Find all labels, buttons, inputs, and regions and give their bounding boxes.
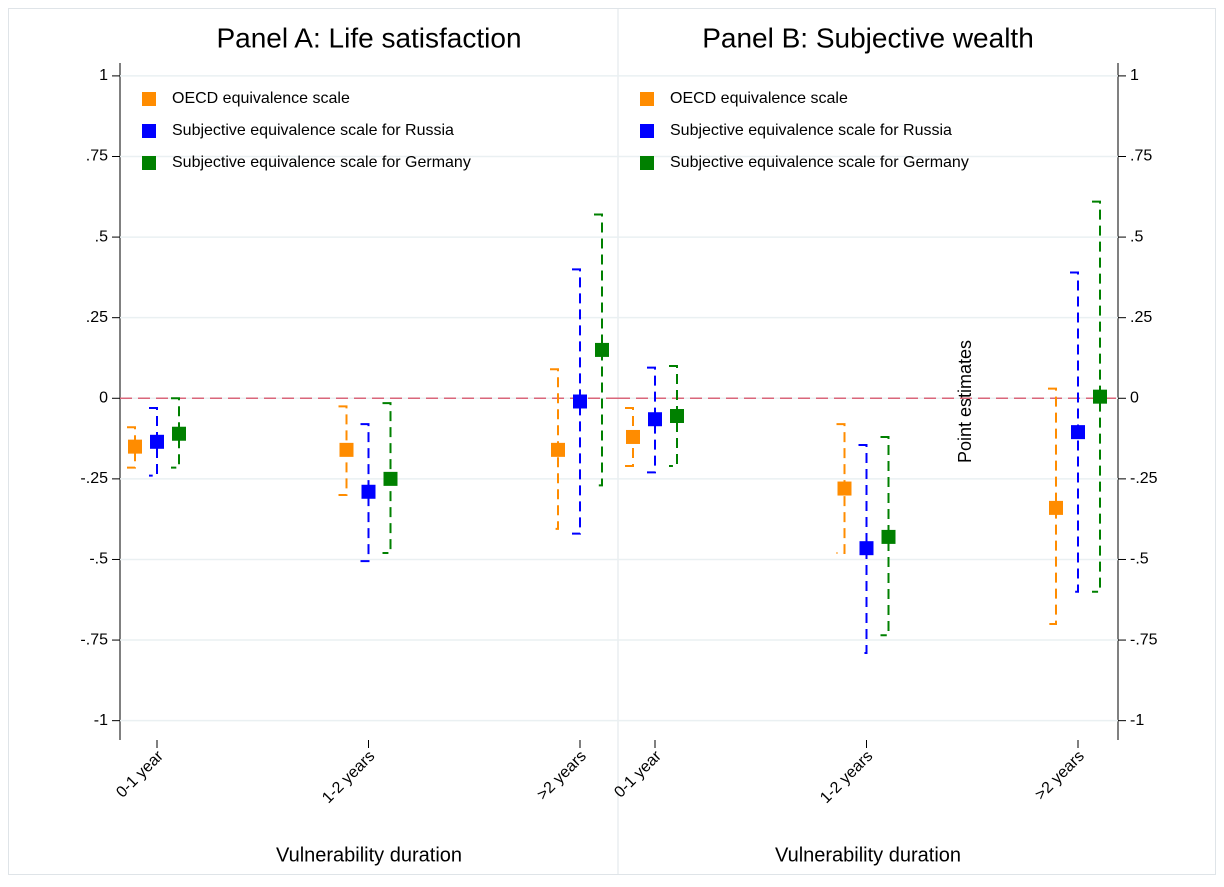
- point-marker: [881, 529, 896, 544]
- point-marker: [648, 412, 662, 427]
- point-marker: [361, 484, 376, 499]
- y-tick-label: .25: [1130, 309, 1152, 326]
- y-tick-label: .5: [1130, 228, 1143, 245]
- y-tick-label: 1: [1130, 67, 1139, 84]
- legend-swatch: [142, 124, 156, 138]
- legend-swatch: [142, 156, 156, 170]
- point-marker: [1071, 425, 1085, 440]
- y-tick-label: .5: [95, 228, 108, 245]
- error-bar: [171, 397, 180, 469]
- point-marker: [128, 439, 142, 454]
- point-marker: [150, 434, 164, 449]
- legend-label: Subjective equivalence scale for Russia: [670, 122, 952, 139]
- panel-title: Panel B: Subjective wealth: [702, 22, 1034, 53]
- y-tick-label: 1: [99, 67, 108, 84]
- y-tick-label: -.25: [1130, 470, 1158, 487]
- error-bar: [572, 268, 581, 535]
- error-bar: [647, 366, 656, 474]
- point-marker: [626, 429, 640, 444]
- legend-label: OECD equivalence scale: [670, 90, 848, 107]
- point-marker: [573, 394, 587, 409]
- legend-swatch: [142, 92, 156, 106]
- point-marker: [837, 481, 852, 496]
- legend-swatch: [640, 124, 654, 138]
- y-tick-label: -.5: [1130, 551, 1149, 568]
- x-axis-title: Vulnerability duration: [775, 844, 961, 866]
- y-axis-title: Point estimates: [955, 340, 975, 463]
- error-bar: [1092, 200, 1101, 593]
- y-tick-label: -.5: [89, 551, 108, 568]
- x-axis-title: Vulnerability duration: [276, 844, 462, 866]
- legend-label: OECD equivalence scale: [172, 90, 350, 107]
- point-marker: [595, 342, 609, 357]
- legend-swatch: [640, 92, 654, 106]
- panel-title: Panel A: Life satisfaction: [216, 22, 521, 53]
- point-marker: [551, 442, 565, 457]
- y-tick-label: .25: [86, 309, 108, 326]
- point-marker: [172, 426, 186, 441]
- y-tick-label: .75: [1130, 148, 1152, 165]
- point-marker: [383, 471, 398, 486]
- legend-label: Subjective equivalence scale for Germany: [172, 154, 471, 171]
- error-bar: [127, 426, 136, 469]
- y-tick-label: -.75: [80, 631, 108, 648]
- y-tick-label: -.25: [80, 470, 108, 487]
- y-tick-label: -.75: [1130, 631, 1158, 648]
- y-tick-label: -1: [94, 712, 108, 729]
- frame: [8, 8, 1216, 875]
- error-bar: [858, 444, 868, 654]
- point-marker: [670, 409, 684, 424]
- legend-label: Subjective equivalence scale for Germany: [670, 154, 969, 171]
- y-tick-label: 0: [99, 389, 108, 406]
- y-tick-label: -1: [1130, 712, 1144, 729]
- point-marker: [859, 541, 874, 556]
- error-bar: [360, 423, 370, 563]
- legend-swatch: [640, 156, 654, 170]
- point-marker: [1049, 500, 1063, 515]
- error-bar: [880, 435, 890, 637]
- error-bar: [594, 213, 603, 487]
- error-bar: [1048, 387, 1057, 625]
- legend-label: Subjective equivalence scale for Russia: [172, 122, 454, 139]
- y-tick-label: .75: [86, 148, 108, 165]
- point-marker: [339, 442, 354, 457]
- y-tick-label: 0: [1130, 389, 1139, 406]
- point-marker: [1093, 389, 1107, 404]
